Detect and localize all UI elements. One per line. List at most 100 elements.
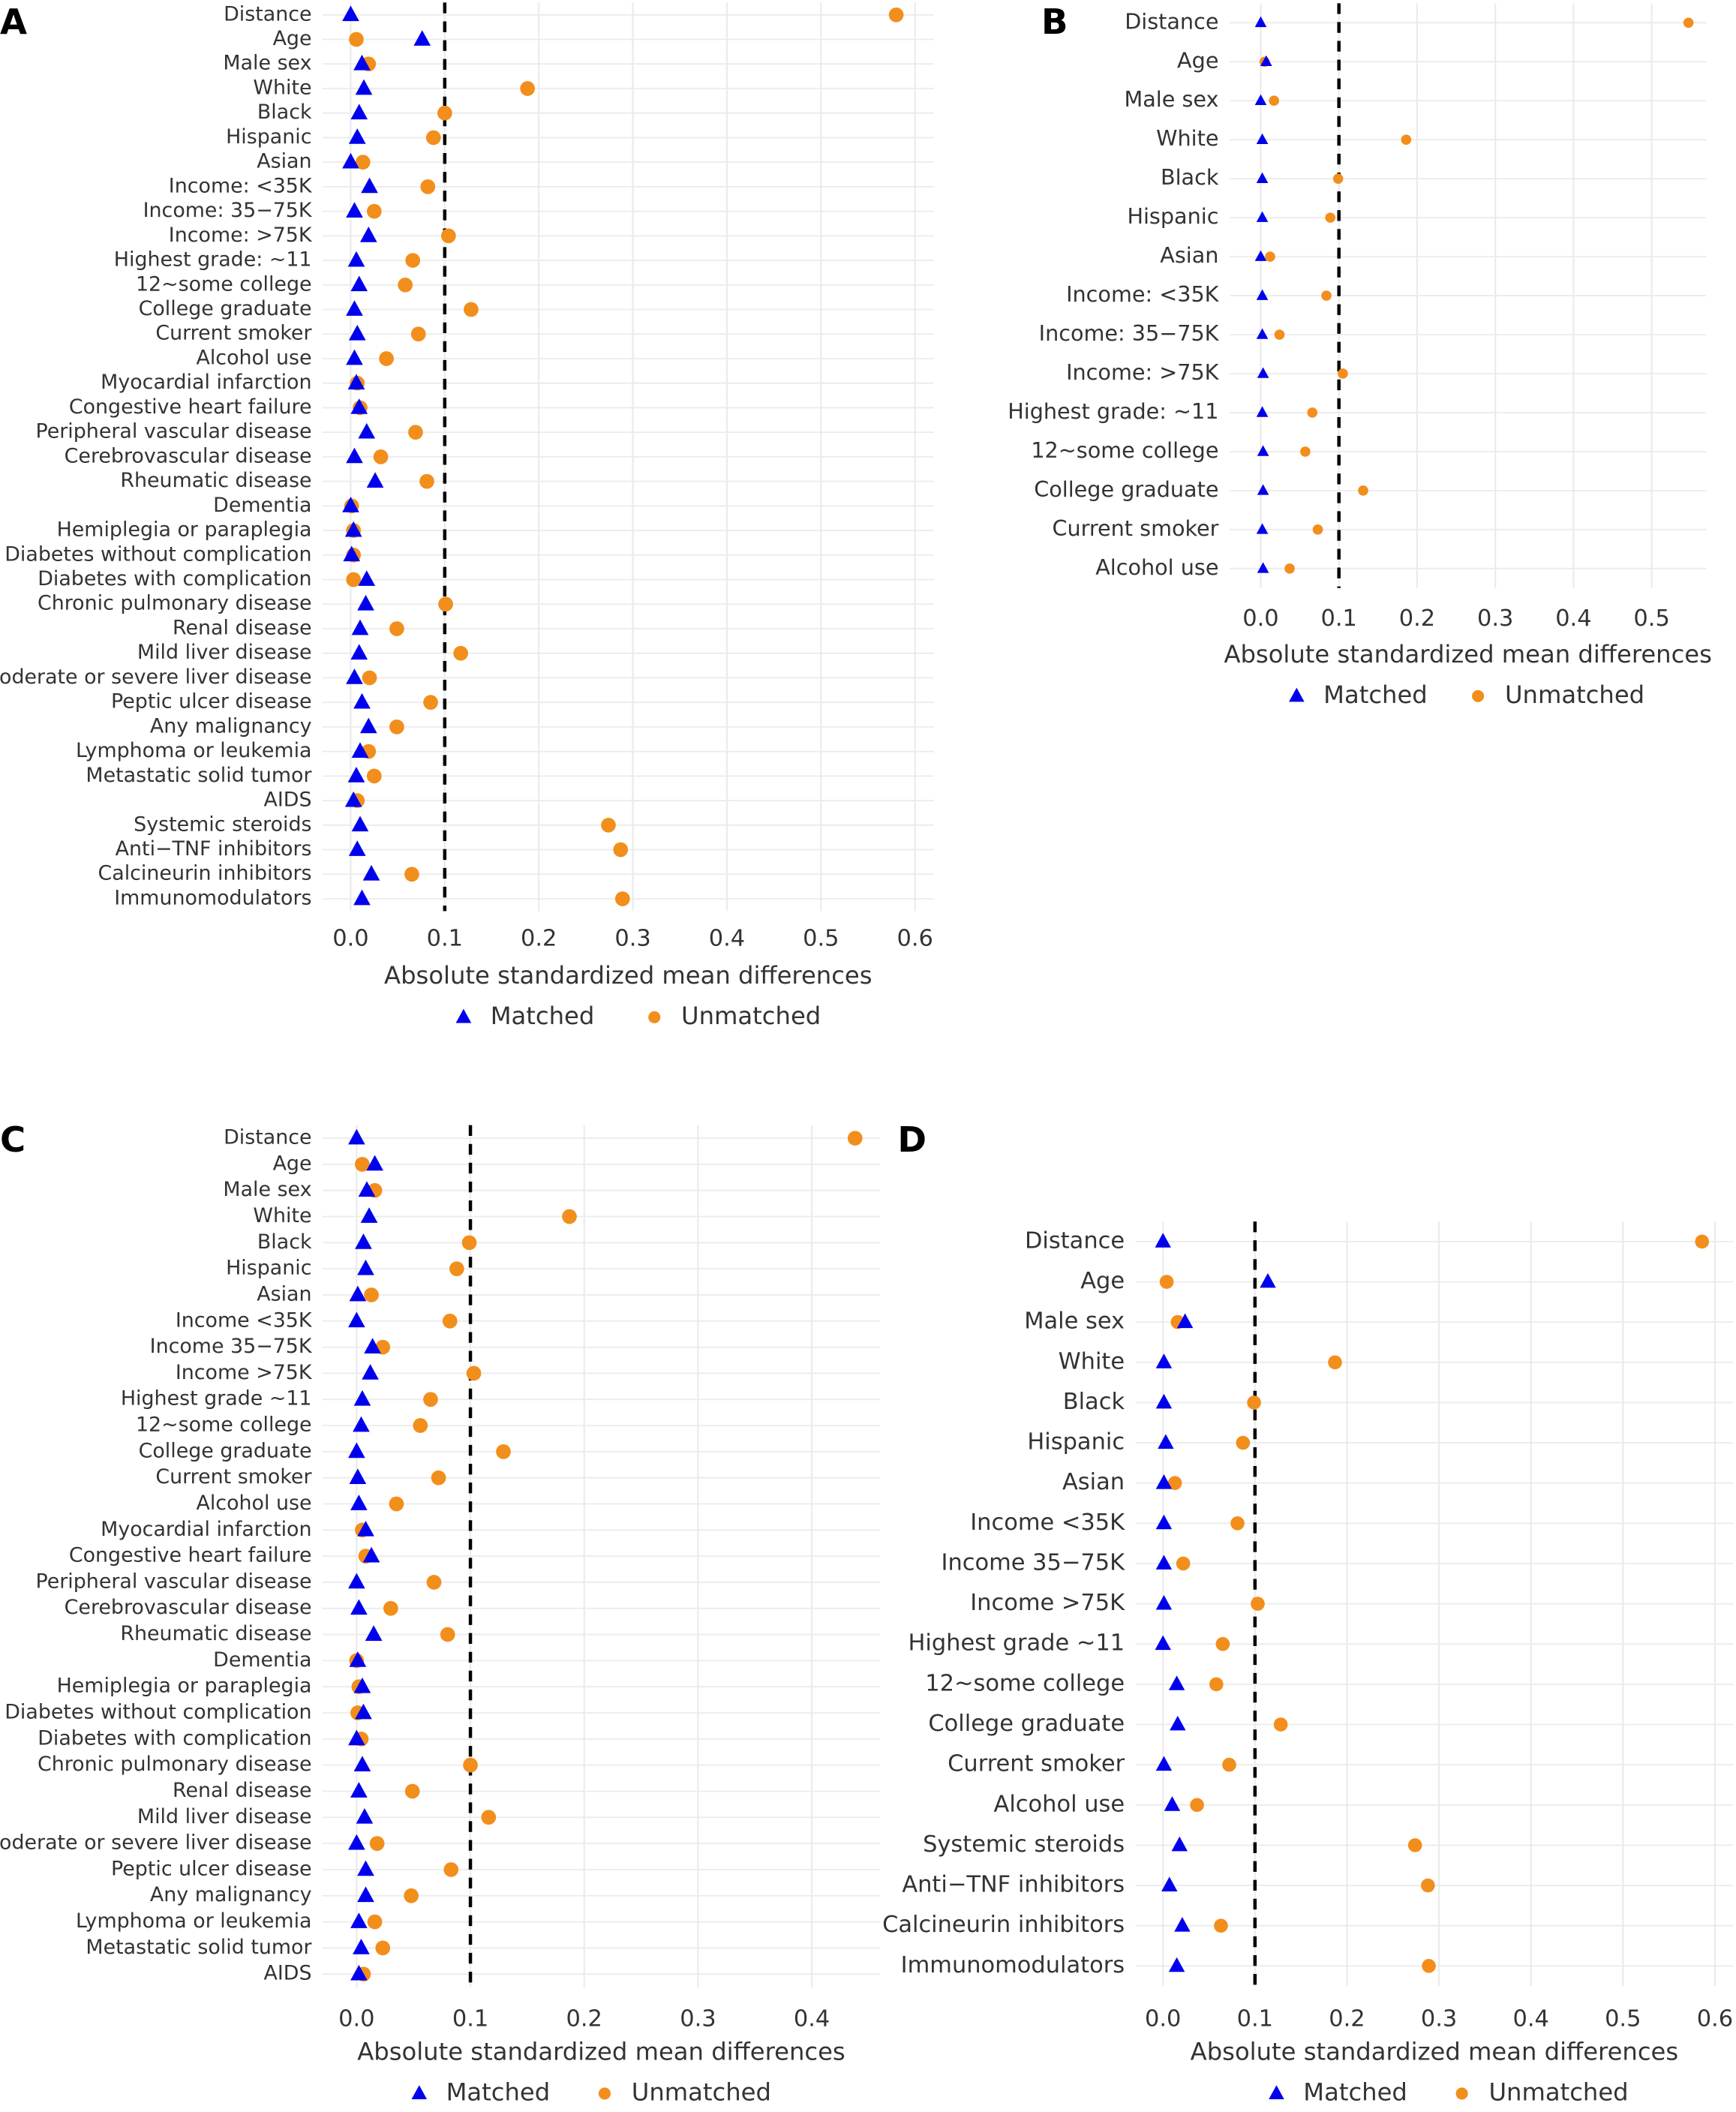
unmatched-point xyxy=(1265,251,1275,262)
matched-point xyxy=(364,1338,381,1353)
y-tick-label: Moderate or severe liver disease xyxy=(0,1831,312,1855)
matched-point xyxy=(344,791,362,807)
matched-point xyxy=(1161,1876,1178,1891)
y-tick-label: Income: <35K xyxy=(1066,281,1220,307)
matched-point xyxy=(346,668,363,684)
matched-point xyxy=(350,1599,368,1615)
matched-point xyxy=(358,570,376,586)
matched-point xyxy=(348,1729,365,1746)
y-tick-label: Hemiplegia or paraplegia xyxy=(57,518,312,542)
x-tick-label: 0.0 xyxy=(1242,605,1278,632)
y-tick-label: Income >75K xyxy=(970,1590,1125,1616)
matched-point xyxy=(1256,328,1269,339)
legend-symbol xyxy=(455,1008,472,1023)
unmatched-point xyxy=(888,7,904,23)
matched-point xyxy=(348,128,366,144)
y-tick-label: Highest grade: ~11 xyxy=(114,248,312,272)
unmatched-point xyxy=(355,155,371,170)
unmatched-point xyxy=(1300,446,1311,457)
y-tick-label: Current smoker xyxy=(155,322,312,345)
unmatched-point xyxy=(420,179,436,194)
unmatched-point xyxy=(1269,95,1280,107)
legend-symbol xyxy=(598,2087,611,2100)
unmatched-point xyxy=(1222,1757,1236,1772)
matched-point xyxy=(1155,1756,1173,1771)
unmatched-point xyxy=(613,842,629,858)
unmatched-point xyxy=(481,1810,497,1825)
unmatched-point xyxy=(423,695,438,711)
y-tick-label: White xyxy=(1059,1348,1125,1374)
x-tick-label: 0.5 xyxy=(1633,605,1669,632)
unmatched-point xyxy=(1683,17,1694,29)
unmatched-point xyxy=(425,130,441,146)
matched-point xyxy=(347,767,365,783)
x-tick-label: 0.3 xyxy=(680,2005,716,2032)
unmatched-point xyxy=(562,1209,577,1224)
y-tick-label: Income: >75K xyxy=(169,224,313,247)
unmatched-point xyxy=(404,1783,420,1799)
unmatched-point xyxy=(1215,1636,1230,1651)
x-tick-label: 0.1 xyxy=(1321,605,1357,632)
y-tick-label: Black xyxy=(257,1230,312,1254)
unmatched-point xyxy=(375,1940,391,1956)
matched-point xyxy=(1254,94,1267,106)
unmatched-point xyxy=(355,1157,370,1172)
y-tick-label: Peptic ulcer disease xyxy=(111,690,311,714)
y-tick-label: College graduate xyxy=(1034,476,1218,502)
unmatched-point xyxy=(1407,1838,1422,1852)
unmatched-point xyxy=(1695,1234,1710,1249)
x-tick-label: 0.4 xyxy=(794,2005,830,2032)
y-tick-label: Anti−TNF inhibitors xyxy=(902,1872,1125,1898)
y-tick-label: Immunomodulators xyxy=(901,1952,1125,1978)
matched-point xyxy=(348,1311,365,1328)
matched-point xyxy=(357,1259,374,1275)
unmatched-point xyxy=(453,645,468,661)
y-tick-label: Age xyxy=(1177,47,1218,73)
y-tick-label: White xyxy=(253,1204,311,1227)
panel-label: C xyxy=(0,1119,26,1160)
matched-point xyxy=(359,717,377,734)
y-tick-label: Distance xyxy=(224,1126,311,1149)
matched-point xyxy=(366,472,384,488)
y-tick-label: Cerebrovascular disease xyxy=(65,1596,312,1619)
matched-point xyxy=(360,1207,378,1223)
y-tick-label: Anti−TNF inhibitors xyxy=(116,837,312,861)
unmatched-point xyxy=(1167,1476,1182,1491)
y-tick-label: Male sex xyxy=(1024,1308,1125,1335)
y-tick-label: Rheumatic disease xyxy=(120,469,311,492)
x-tick-label: 0.0 xyxy=(1145,2005,1181,2032)
unmatched-point xyxy=(1247,1395,1261,1410)
y-tick-label: Moderate or severe liver disease xyxy=(0,665,312,689)
x-tick-label: 0.2 xyxy=(1399,605,1435,632)
unmatched-point xyxy=(496,1444,511,1459)
unmatched-point xyxy=(369,1836,385,1851)
y-tick-label: Congestive heart failure xyxy=(69,1544,312,1567)
matched-point xyxy=(353,889,371,906)
x-axis-title: Absolute standardized mean differences xyxy=(357,2038,845,2066)
y-tick-label: Black xyxy=(1063,1389,1125,1415)
matched-point xyxy=(353,1416,370,1432)
matched-point xyxy=(350,1964,368,1981)
unmatched-point xyxy=(346,572,362,587)
matched-point xyxy=(353,1389,371,1406)
matched-point xyxy=(356,1807,374,1824)
matched-point xyxy=(1257,445,1269,456)
unmatched-point xyxy=(405,253,421,268)
y-tick-label: Male sex xyxy=(223,1178,311,1201)
matched-point xyxy=(1256,172,1269,183)
matched-point xyxy=(353,1756,371,1772)
y-tick-label: 12~some college xyxy=(136,272,312,296)
unmatched-point xyxy=(461,1235,477,1251)
y-tick-label: Systemic steroids xyxy=(923,1831,1125,1858)
matched-point xyxy=(350,104,368,120)
unmatched-point xyxy=(1236,1435,1251,1450)
matched-point xyxy=(355,79,373,95)
y-tick-label: Income <35K xyxy=(970,1510,1125,1536)
y-tick-label: Income <35K xyxy=(176,1308,313,1332)
legend-symbol xyxy=(1289,687,1305,702)
matched-point xyxy=(1174,1917,1191,1932)
y-tick-label: Income >75K xyxy=(176,1361,313,1384)
legend-label: Unmatched xyxy=(632,2077,771,2106)
y-tick-label: 12~some college xyxy=(1031,437,1218,463)
